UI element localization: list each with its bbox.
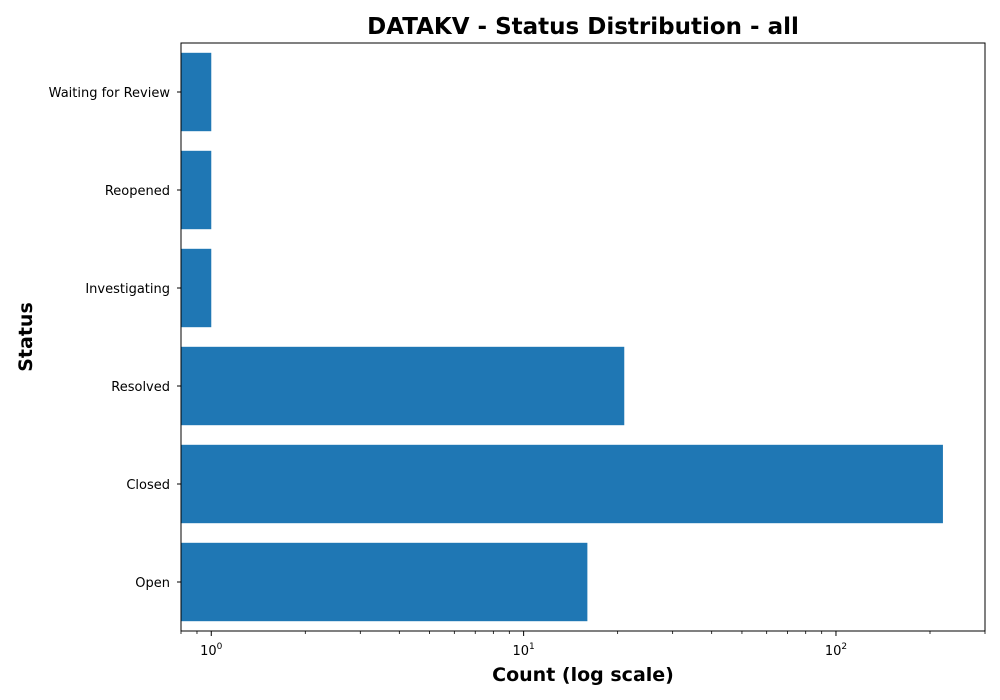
x-axis-title: Count (log scale): [492, 664, 674, 686]
y-axis-title: Status: [15, 302, 37, 372]
bar-reopened: [181, 150, 212, 230]
bar-open: [181, 542, 588, 622]
x-tick-label-10: 101: [512, 642, 534, 659]
bar-waiting-for-review: [181, 52, 212, 132]
plot-frame: [180, 42, 986, 632]
ticks-layer: Open Closed Resolved Investigating Reopened W…: [49, 86, 986, 659]
bar-resolved: [181, 346, 625, 426]
y-tick-label-open: Open: [135, 576, 170, 591]
y-tick-label-waiting-for-review: Waiting for Review: [49, 86, 171, 101]
y-tick-label-investigating: Investigating: [85, 282, 170, 297]
x-tick-label-1: 100: [200, 642, 223, 659]
bar-investigating: [181, 248, 212, 328]
y-tick-label-resolved: Resolved: [111, 380, 170, 395]
y-tick-label-closed: Closed: [126, 478, 170, 493]
y-tick-label-reopened: Reopened: [105, 184, 170, 199]
chart-title: DATAKV - Status Distribution - all: [367, 14, 799, 40]
bars-layer: [181, 52, 943, 622]
x-tick-label-100: 102: [825, 642, 847, 659]
bar-closed: [181, 444, 943, 524]
